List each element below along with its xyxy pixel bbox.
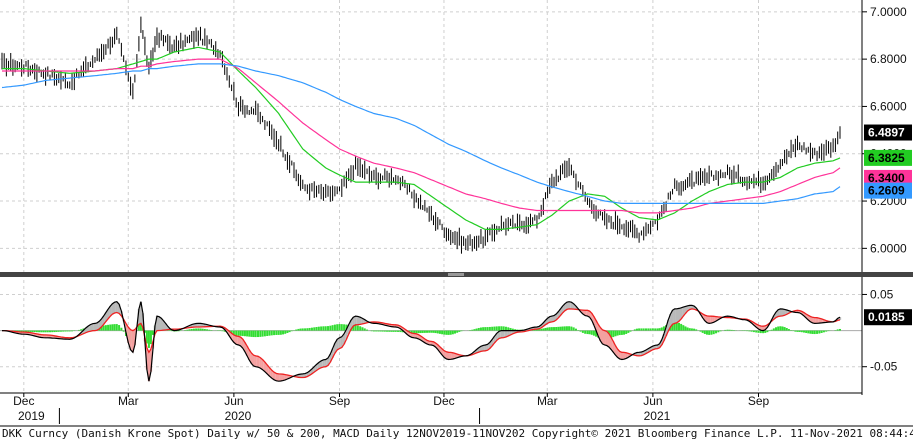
- ma-line: [1, 63, 841, 204]
- price-bars: [1, 16, 841, 254]
- lower-y-tick-label: 0.05: [870, 287, 894, 301]
- last-value-text: 6.2609: [868, 184, 905, 198]
- lower-y-tick-label: -0.05: [870, 360, 898, 374]
- last-value-label: 6.2609: [864, 182, 912, 199]
- last-value-label: 0.0185: [864, 309, 912, 326]
- upper-y-tick-label: 6.8000: [870, 52, 907, 66]
- last-value-label: 6.3825: [864, 149, 912, 166]
- last-value-box: [864, 149, 912, 166]
- last-value-label: 6.3400: [864, 169, 912, 186]
- last-value-text: 6.3825: [868, 151, 905, 165]
- upper-y-tick-label: 7.0000: [870, 5, 907, 19]
- x-month-label: Mar: [537, 394, 558, 408]
- x-year-label: 2020: [225, 409, 252, 423]
- last-value-box: [864, 182, 912, 199]
- chart-footer: DKK Curncy (Danish Krone Spot) Daily w/ …: [2, 427, 913, 440]
- last-value-box: [864, 309, 912, 326]
- upper-y-tick-label: 6.6000: [870, 99, 907, 113]
- x-year-label: 2019: [18, 409, 45, 423]
- ma-line: [2, 58, 841, 214]
- last-value-text: 6.4897: [868, 126, 905, 140]
- x-month-label: Jun: [224, 394, 243, 408]
- last-value-text: 0.0185: [868, 310, 905, 324]
- x-month-label: Jun: [643, 394, 662, 408]
- upper-y-tick-label: 6.0000: [870, 241, 907, 255]
- last-value-box: [864, 124, 912, 141]
- last-value-box: [864, 169, 912, 186]
- x-month-label: Dec: [433, 394, 454, 408]
- x-month-label: Sep: [748, 394, 770, 408]
- x-month-label: Mar: [118, 394, 139, 408]
- macd-line: [1, 301, 841, 382]
- last-value-label: 6.4897: [864, 124, 912, 141]
- lower-series: [1, 301, 842, 382]
- ma-line: [2, 46, 841, 230]
- x-year-label: 2021: [644, 409, 671, 423]
- last-value-text: 6.3400: [868, 171, 905, 185]
- upper-grid: [0, 0, 862, 272]
- x-month-label: Sep: [329, 394, 351, 408]
- panel-resize-handle: [448, 273, 464, 276]
- upper-series: [1, 16, 841, 254]
- x-month-label: Dec: [13, 394, 34, 408]
